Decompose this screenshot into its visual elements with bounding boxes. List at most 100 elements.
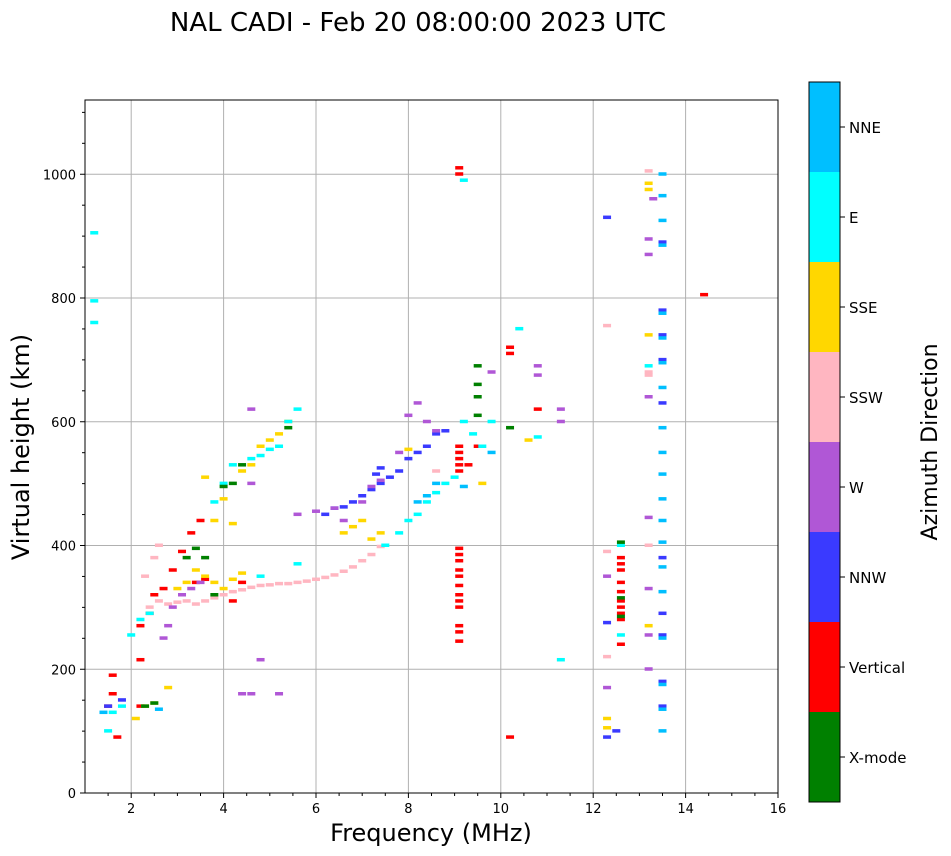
data-point bbox=[136, 657, 145, 662]
data-point bbox=[616, 555, 625, 560]
data-point bbox=[395, 531, 404, 535]
data-point bbox=[450, 475, 459, 479]
data-point bbox=[108, 710, 117, 715]
data-point bbox=[228, 481, 237, 486]
data-point bbox=[432, 429, 441, 433]
data-point bbox=[395, 450, 404, 455]
data-point bbox=[104, 729, 113, 733]
data-point bbox=[455, 593, 464, 597]
colorbar-tick-label: X-mode bbox=[849, 749, 906, 767]
data-point bbox=[644, 181, 653, 186]
colorbar-segment bbox=[809, 712, 840, 802]
data-point bbox=[616, 580, 625, 585]
x-tick-label: 14 bbox=[677, 802, 694, 817]
data-point bbox=[473, 395, 482, 399]
y-tick-label: 1000 bbox=[43, 168, 76, 183]
data-point bbox=[99, 710, 108, 715]
colorbar-segment bbox=[809, 622, 840, 712]
data-point bbox=[312, 509, 320, 513]
data-point bbox=[150, 701, 159, 705]
data-point bbox=[644, 237, 653, 241]
data-point bbox=[533, 373, 542, 377]
data-point bbox=[658, 679, 667, 684]
x-tick-label: 16 bbox=[770, 802, 787, 817]
data-point bbox=[487, 370, 496, 374]
data-point bbox=[275, 692, 284, 696]
data-point bbox=[376, 544, 385, 549]
data-point bbox=[154, 707, 163, 711]
data-point bbox=[658, 385, 667, 390]
data-point bbox=[141, 704, 150, 708]
colorbar-tick-label: NNW bbox=[849, 569, 886, 587]
data-point bbox=[658, 611, 667, 616]
data-point bbox=[644, 364, 653, 368]
data-point bbox=[487, 419, 496, 424]
data-point bbox=[187, 586, 196, 591]
data-point bbox=[348, 524, 357, 529]
data-point bbox=[191, 602, 200, 606]
data-point bbox=[658, 357, 667, 362]
data-point bbox=[284, 581, 293, 586]
colorbar-frame bbox=[808, 81, 841, 803]
data-point bbox=[658, 555, 667, 560]
data-point bbox=[381, 543, 390, 547]
data-point bbox=[658, 333, 667, 337]
data-point bbox=[432, 481, 441, 486]
y-tick-label: 0 bbox=[68, 787, 76, 802]
data-point bbox=[422, 500, 431, 504]
series-nne bbox=[99, 172, 667, 733]
data-point bbox=[348, 500, 357, 504]
data-point bbox=[478, 444, 487, 448]
data-point bbox=[173, 600, 182, 604]
data-point bbox=[238, 580, 247, 585]
plot-frame bbox=[84, 99, 779, 794]
data-point bbox=[455, 444, 464, 448]
data-point bbox=[376, 481, 385, 486]
data-point bbox=[533, 435, 542, 439]
data-point bbox=[367, 484, 376, 489]
data-point bbox=[247, 585, 256, 590]
data-point bbox=[644, 543, 653, 547]
series-x-mode bbox=[141, 364, 625, 708]
data-point bbox=[506, 425, 515, 430]
data-point bbox=[210, 596, 219, 600]
data-point bbox=[441, 429, 450, 433]
data-point bbox=[247, 407, 256, 411]
y-tick-label: 600 bbox=[51, 416, 76, 431]
data-point bbox=[228, 599, 237, 603]
data-point bbox=[256, 657, 265, 662]
data-point bbox=[265, 447, 274, 452]
data-point bbox=[616, 540, 625, 544]
data-point bbox=[196, 518, 205, 523]
data-point bbox=[658, 193, 667, 198]
data-point bbox=[556, 419, 565, 424]
data-point bbox=[658, 401, 667, 405]
data-point bbox=[90, 231, 99, 235]
data-point bbox=[603, 735, 612, 739]
data-point bbox=[330, 573, 339, 577]
data-point bbox=[284, 419, 293, 424]
data-point bbox=[108, 673, 117, 677]
colorbar-segment bbox=[809, 442, 840, 532]
data-point bbox=[150, 555, 159, 560]
data-point bbox=[256, 453, 265, 458]
data-point bbox=[700, 292, 709, 297]
data-point bbox=[376, 478, 385, 483]
data-point bbox=[367, 537, 376, 541]
data-point bbox=[404, 413, 413, 418]
data-point bbox=[247, 481, 256, 486]
data-point bbox=[385, 475, 394, 479]
colorbar-segment bbox=[809, 172, 840, 262]
data-point bbox=[219, 497, 228, 501]
data-point bbox=[644, 395, 653, 399]
data-point bbox=[459, 484, 468, 489]
data-points bbox=[90, 166, 709, 739]
series-nnw bbox=[104, 215, 667, 739]
data-point bbox=[616, 611, 625, 616]
colorbar-tick-label: NNE bbox=[849, 119, 881, 137]
data-point bbox=[422, 444, 431, 448]
data-point bbox=[127, 633, 136, 637]
data-point bbox=[455, 639, 464, 643]
data-point bbox=[432, 432, 441, 436]
data-point bbox=[658, 243, 667, 247]
